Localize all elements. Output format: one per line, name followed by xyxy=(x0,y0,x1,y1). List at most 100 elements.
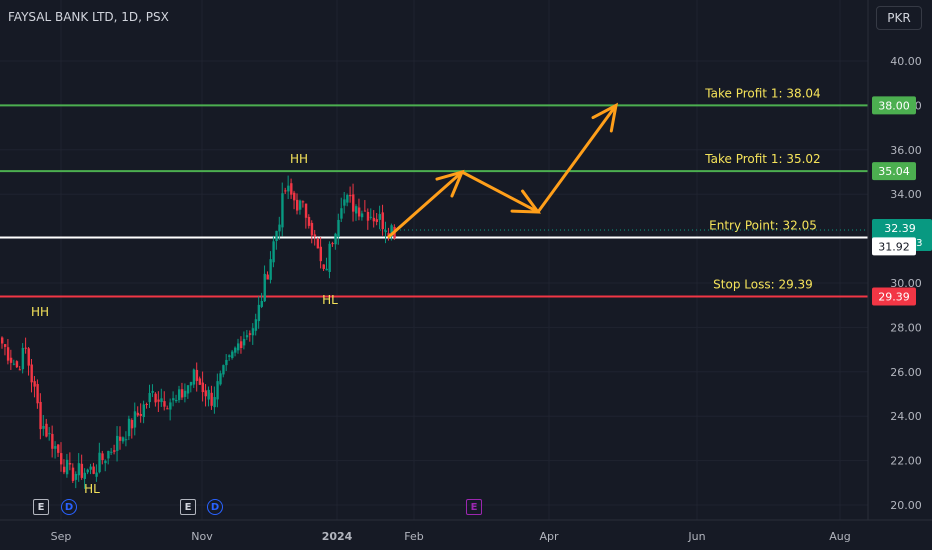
candle-body xyxy=(192,369,196,385)
y-tick-label: 30.00 xyxy=(890,277,922,290)
candle-body xyxy=(36,384,39,404)
candle-body xyxy=(33,381,36,387)
candle-body xyxy=(363,210,367,212)
candle-body xyxy=(86,469,89,473)
arrow-head xyxy=(591,102,619,133)
price-badge-text: 38.00 xyxy=(878,99,910,112)
x-tick-label: Aug xyxy=(829,530,850,543)
candle-body xyxy=(110,451,113,453)
candle-body xyxy=(116,435,119,451)
candle-body xyxy=(387,233,390,236)
candle-body xyxy=(325,268,328,271)
x-tick-label: Feb xyxy=(404,530,423,543)
candle-body xyxy=(340,208,343,219)
candle-body xyxy=(175,399,178,402)
candle-body xyxy=(142,404,145,418)
candle-body xyxy=(130,419,134,429)
candle-body xyxy=(65,459,69,475)
candle-body xyxy=(375,219,379,222)
currency-button[interactable]: PKR xyxy=(876,6,922,30)
swing-label: HH xyxy=(31,305,49,319)
candle-body xyxy=(6,347,10,361)
candle-body xyxy=(310,222,314,236)
candle-body xyxy=(366,211,370,221)
candle-body xyxy=(154,393,157,403)
earnings-marker[interactable]: E xyxy=(33,499,49,515)
candle-body xyxy=(133,411,137,428)
y-tick-label: 20.00 xyxy=(890,499,922,512)
candle-body xyxy=(337,219,340,237)
candle-body xyxy=(355,206,358,214)
candle-body xyxy=(172,398,175,401)
arrow-head xyxy=(435,169,465,198)
candle-body xyxy=(92,466,95,474)
candle-body xyxy=(186,385,190,394)
candle-body xyxy=(278,224,281,232)
price-badge xyxy=(872,96,916,115)
price-badge-text: 29.39 xyxy=(878,291,910,304)
candle-body xyxy=(307,216,311,226)
earnings-marker[interactable]: E xyxy=(466,499,482,515)
y-tick-label: 40.00 xyxy=(890,55,922,68)
candle-body xyxy=(89,466,92,470)
candle-body xyxy=(74,473,78,480)
candle-body xyxy=(237,343,240,351)
candle-body xyxy=(121,437,125,442)
arrow-head xyxy=(510,189,542,214)
candle-body xyxy=(346,194,349,203)
candle-body xyxy=(290,183,293,195)
candle-body xyxy=(18,369,22,371)
candle-body xyxy=(45,423,48,437)
candle-body xyxy=(104,460,107,464)
candle-body xyxy=(151,390,154,393)
candle-body xyxy=(148,392,151,403)
candle-body xyxy=(269,259,272,280)
earnings-marker[interactable]: E xyxy=(180,499,196,515)
candle-body xyxy=(204,390,207,397)
candle-body xyxy=(107,450,110,459)
candle-body xyxy=(30,364,33,383)
candle-body xyxy=(119,436,122,441)
candle-body xyxy=(349,194,352,197)
candle-body xyxy=(124,439,128,441)
dividend-marker[interactable]: D xyxy=(61,499,77,515)
candle-body xyxy=(62,466,66,473)
candle-body xyxy=(195,369,199,381)
candle-body xyxy=(281,193,284,228)
candle-body xyxy=(83,472,86,479)
candle-body xyxy=(157,399,160,402)
candle-body xyxy=(77,463,81,476)
dividend-marker[interactable]: D xyxy=(207,499,223,515)
candle-body xyxy=(24,347,27,349)
annotations: HH HL HH HL xyxy=(31,152,338,496)
candle-body xyxy=(60,453,63,465)
x-tick-label: Apr xyxy=(539,530,559,543)
y-tick-label: 22.00 xyxy=(890,455,922,468)
y-tick-label: 26.00 xyxy=(890,366,922,379)
symbol-title[interactable]: FAYSAL BANK LTD, 1D, PSX xyxy=(8,10,169,24)
candle-body xyxy=(80,463,84,478)
price-axis: 40.0038.0036.0034.0032.0030.0028.0026.00… xyxy=(867,0,932,550)
candle-body xyxy=(239,341,243,349)
candle-body xyxy=(301,201,305,203)
candle-body xyxy=(296,199,299,211)
swing-label: HL xyxy=(84,482,100,496)
candle-body xyxy=(57,444,60,453)
candle-body xyxy=(101,453,104,461)
candle-body xyxy=(378,214,381,220)
candle-body xyxy=(319,246,322,262)
candle-body xyxy=(98,452,101,473)
candle-body xyxy=(316,238,320,249)
candle-body xyxy=(272,241,275,263)
level-label: Take Profit 1: 35.02 xyxy=(704,152,820,166)
candle-body xyxy=(27,348,30,366)
candle-body xyxy=(198,378,202,385)
candle-body xyxy=(207,389,210,400)
projection-arrows xyxy=(387,102,619,239)
y-tick-label: 24.00 xyxy=(890,410,922,423)
candle-body xyxy=(284,190,287,192)
candle-body xyxy=(189,381,193,386)
candle-body xyxy=(369,216,373,218)
time-axis: Sep Nov 2024 Feb Apr Jun Aug xyxy=(0,519,932,543)
